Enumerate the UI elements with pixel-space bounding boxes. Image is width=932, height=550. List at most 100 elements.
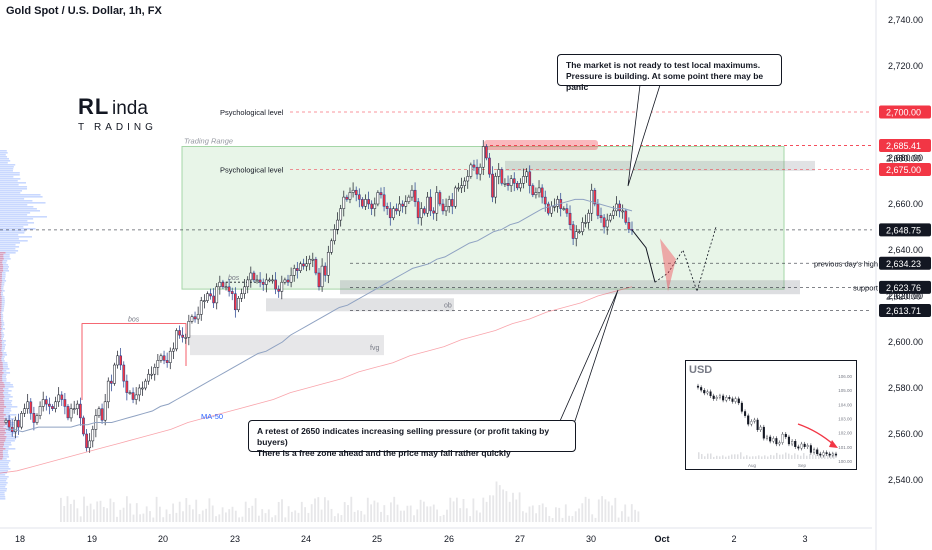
level-label: support: [853, 283, 879, 292]
volume-bar: [281, 499, 283, 522]
volume-profile-bar: [0, 326, 4, 328]
volume-profile-bar: [0, 362, 8, 364]
volume-profile-bar-sell: [0, 362, 3, 364]
candle: [44, 399, 48, 405]
volume-profile-bar: [0, 490, 7, 492]
volume-profile-bar: [0, 348, 5, 350]
candle: [494, 176, 497, 198]
candle: [401, 203, 405, 207]
volume-bar: [541, 503, 544, 522]
volume-profile-bar: [0, 374, 7, 376]
candle: [460, 185, 463, 189]
volume-profile-bar-sell: [0, 322, 2, 324]
candle: [423, 208, 426, 214]
inset-candle: [819, 453, 822, 456]
volume-profile-bar: [0, 306, 5, 308]
svg-text:RADING: RADING: [94, 122, 157, 133]
volume-profile-bar-sell: [0, 320, 2, 322]
inset-volume-bar: [809, 453, 811, 459]
volume-bar: [317, 497, 320, 522]
candle: [370, 203, 374, 209]
candle: [323, 265, 327, 276]
volume-bar: [284, 517, 287, 522]
callout-bottom-pointer: [559, 289, 619, 422]
volume-profile-bar-sell: [0, 304, 2, 306]
inset-volume-bar: [791, 455, 793, 459]
volume-bar: [294, 510, 297, 522]
candle: [184, 337, 188, 339]
x-tick-label: 18: [15, 534, 25, 544]
volume-profile-bar: [0, 394, 11, 396]
volume-profile-bar-sell: [0, 296, 2, 298]
candle: [457, 187, 460, 190]
candle: [218, 281, 222, 288]
volume-profile-bar-sell: [0, 264, 3, 266]
volume-bar: [198, 514, 201, 522]
candle: [224, 286, 228, 289]
volume-profile-bar: [0, 398, 10, 400]
volume-profile-bar: [0, 256, 10, 258]
volume-profile-bar: [0, 410, 12, 412]
volume-profile-bar: [0, 164, 16, 166]
candle: [432, 210, 436, 214]
volume-bar: [159, 506, 161, 522]
volume-bar: [630, 504, 633, 522]
y-tick-label: 2,620.00: [888, 291, 923, 301]
volume-bar: [376, 502, 379, 522]
y-tick-label: 2,720.00: [888, 61, 923, 71]
volume-bar: [446, 509, 448, 522]
volume-profile-bar: [0, 204, 28, 206]
candle: [128, 392, 132, 394]
candle: [131, 392, 135, 400]
volume-profile-bar: [0, 232, 25, 234]
candle: [435, 192, 439, 214]
volume-profile-bar: [0, 152, 8, 154]
volume-profile-bar-sell: [0, 418, 5, 420]
y-tick-label: 2,580.00: [888, 383, 923, 393]
volume-profile-bar: [0, 188, 28, 190]
volume-profile-bar: [0, 366, 8, 368]
y-tick-label: 2,740.00: [888, 15, 923, 25]
candle: [438, 192, 442, 205]
volume-bar: [472, 498, 475, 522]
candle: [255, 279, 259, 282]
volume-profile-bar: [0, 484, 7, 486]
volume-bar: [126, 496, 128, 522]
volume-bar: [116, 516, 118, 522]
inset-volume-bar: [770, 454, 772, 459]
volume-profile-bar: [0, 310, 4, 312]
rlinda-logo: RL inda T RADING: [78, 94, 157, 133]
volume-profile-bar: [0, 456, 10, 458]
candle: [289, 275, 293, 283]
inset-volume-bar: [782, 454, 784, 459]
inset-volume-bar: [749, 456, 751, 459]
candle: [376, 192, 380, 205]
candle: [568, 212, 572, 225]
volume-profile-bar-sell: [0, 398, 4, 400]
volume-bar: [462, 498, 465, 522]
candle: [314, 258, 318, 274]
candle: [252, 272, 256, 281]
volume-bar: [60, 497, 62, 522]
volume-bar: [426, 506, 429, 522]
volume-bar: [370, 504, 372, 522]
candle: [574, 231, 578, 239]
candle: [466, 176, 470, 182]
candle: [612, 210, 615, 216]
volume-profile-bar: [0, 370, 7, 372]
candle: [351, 189, 355, 193]
volume-profile-bar-sell: [0, 342, 2, 344]
volume-profile-bar: [0, 228, 36, 230]
volume-profile-bar-sell: [0, 318, 2, 320]
volume-profile-bar: [0, 222, 35, 224]
candle: [336, 219, 339, 230]
volume-profile-bar-sell: [0, 270, 4, 272]
volume-profile-bar: [0, 382, 11, 384]
inset-candle: [812, 449, 816, 453]
volume-profile-bar-sell: [0, 310, 2, 312]
volume-profile-bar: [0, 472, 8, 474]
candle: [395, 208, 398, 212]
inset-volume-bar: [758, 455, 760, 459]
volume-profile-bar-sell: [0, 312, 1, 314]
